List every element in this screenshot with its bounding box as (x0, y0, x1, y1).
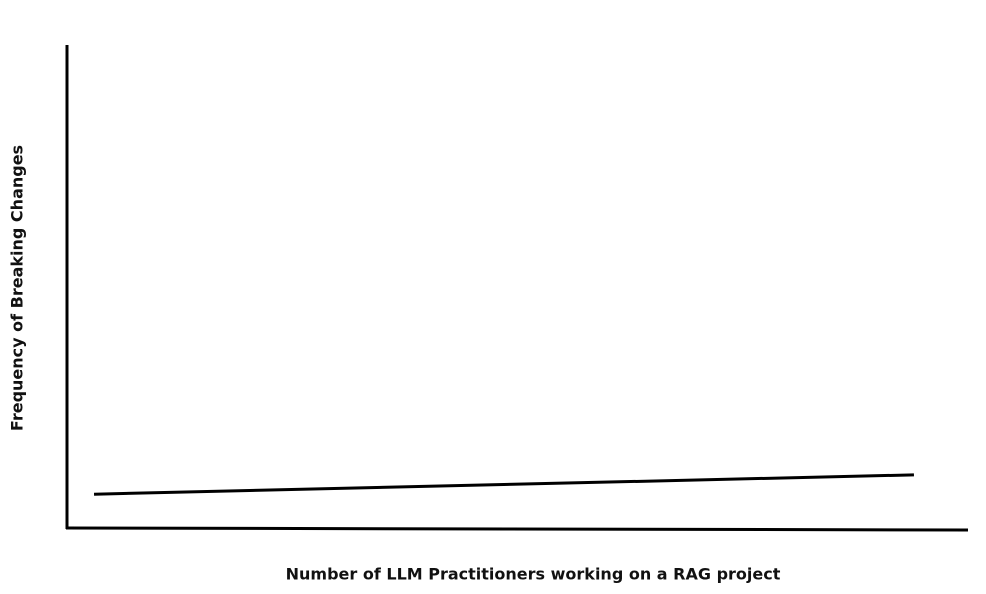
x-axis-label: Number of LLM Practitioners working on a… (286, 565, 781, 584)
data-line (93, 473, 914, 496)
x-axis (65, 526, 969, 532)
y-axis-label: Frequency of Breaking Changes (8, 145, 27, 431)
